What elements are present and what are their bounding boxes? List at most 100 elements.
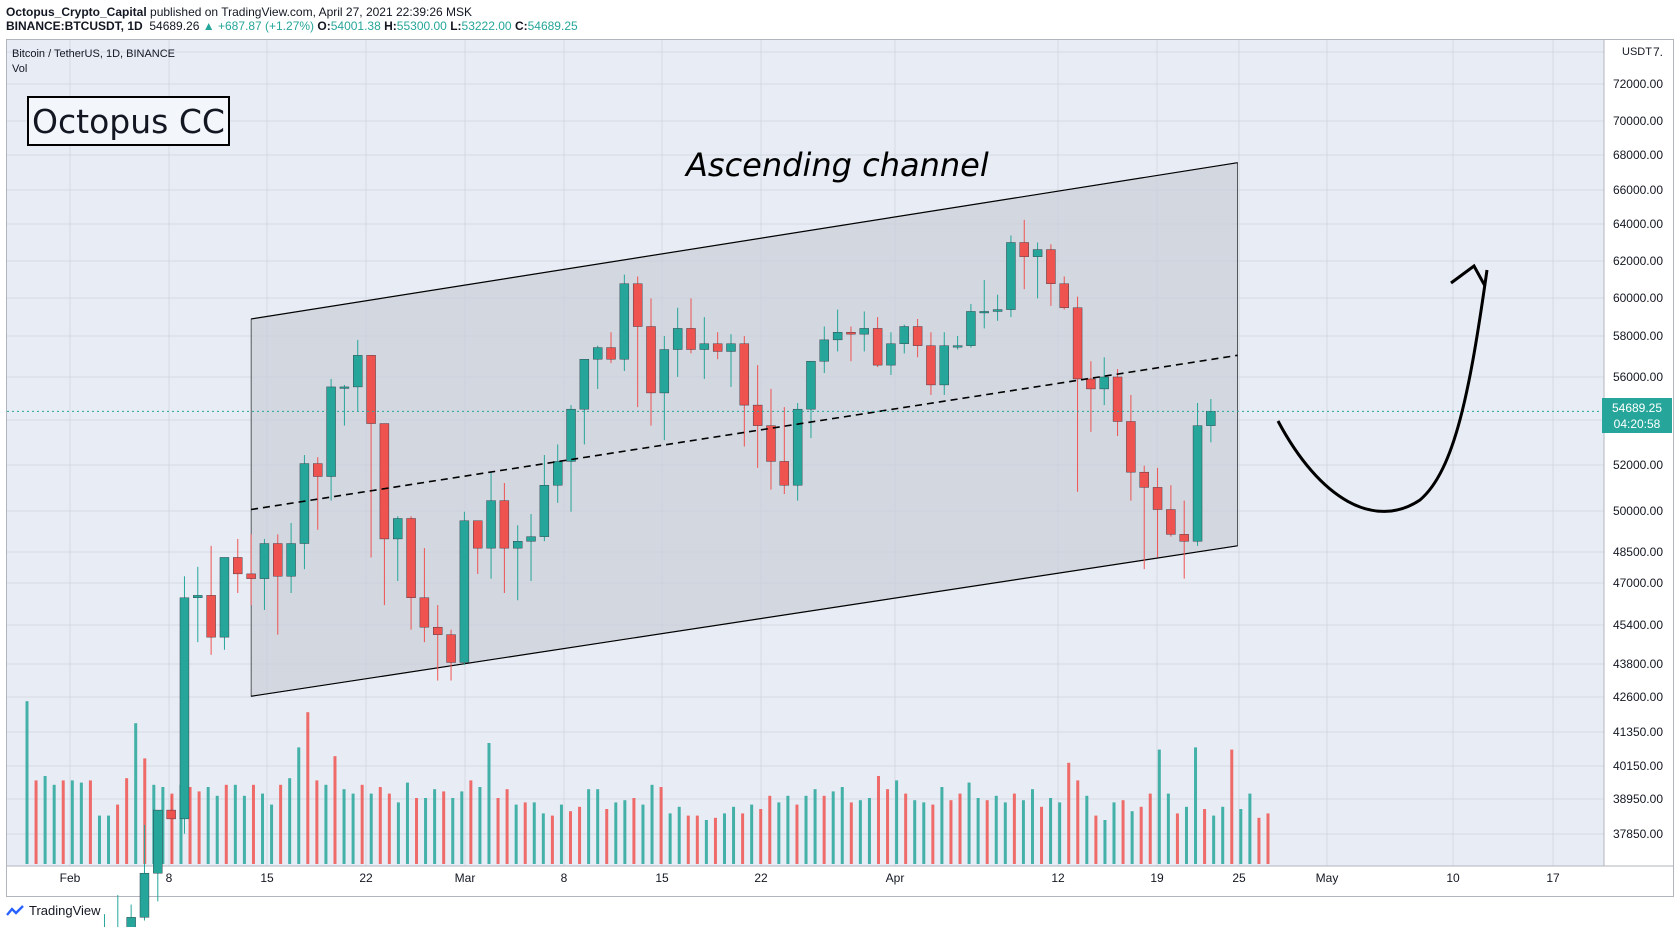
volume-bar xyxy=(578,806,582,864)
x-tick-label: Mar xyxy=(455,871,476,885)
x-tick-label: 15 xyxy=(260,871,274,885)
volume-bar xyxy=(713,817,717,864)
y-tick-label: 42600.00 xyxy=(1613,690,1663,704)
candle-body xyxy=(712,343,723,352)
volume-bar xyxy=(614,802,618,864)
volume-bar xyxy=(107,815,111,864)
candle-body xyxy=(1099,376,1109,390)
volume-bar xyxy=(904,793,908,864)
volume-bar xyxy=(514,804,518,864)
volume-bar xyxy=(88,780,92,864)
volume-bar xyxy=(1203,809,1207,864)
volume-bar xyxy=(732,806,736,864)
candle-body xyxy=(806,360,816,410)
candle-body xyxy=(433,626,443,635)
volume-bar xyxy=(387,793,391,864)
candle-body xyxy=(406,518,416,598)
volume-bar xyxy=(270,804,274,864)
volume-bar xyxy=(913,800,917,864)
candle-body xyxy=(766,425,776,462)
candle-body xyxy=(486,500,496,549)
x-tick-label: 19 xyxy=(1150,871,1164,885)
channel-lower-line xyxy=(251,545,1238,697)
candle-body xyxy=(1179,534,1189,542)
brand-box: Octopus CC xyxy=(27,96,230,146)
volume-bar xyxy=(650,784,654,864)
volume-bar xyxy=(405,782,409,864)
candle-body xyxy=(446,634,456,663)
volume-bar xyxy=(949,800,953,864)
volume-bar xyxy=(487,743,491,864)
candle-body xyxy=(899,326,909,344)
volume-bar xyxy=(415,798,419,864)
volume-bar xyxy=(1239,809,1243,864)
volume-bar xyxy=(596,789,600,864)
volume-bar xyxy=(886,789,890,864)
volume-bar xyxy=(686,815,690,864)
candle-body xyxy=(1192,425,1203,542)
tradingview-label: TradingView xyxy=(29,903,101,918)
y-tick-label: 47000.00 xyxy=(1613,576,1663,590)
volume-bar xyxy=(1194,747,1198,864)
volume-bar xyxy=(1166,793,1170,864)
volume-bar xyxy=(1094,815,1098,864)
candle-body xyxy=(1059,283,1069,308)
volume-bar xyxy=(97,815,101,864)
volume-bar xyxy=(451,798,455,864)
candle-body xyxy=(979,311,989,314)
x-tick-label: 22 xyxy=(359,871,373,885)
volume-bar xyxy=(641,804,645,864)
candle-body xyxy=(459,520,470,663)
volume-bar xyxy=(1049,798,1053,864)
y-tick-label: 41350.00 xyxy=(1613,725,1663,739)
volume-bar xyxy=(605,809,609,864)
volume-bar xyxy=(251,784,255,864)
candle-body xyxy=(379,423,390,540)
candle-body xyxy=(526,536,536,542)
volume-bar xyxy=(396,802,400,864)
candle-body xyxy=(886,343,896,366)
last-price-tag: 54689.25 04:20:58 xyxy=(1602,398,1672,433)
volume-bar xyxy=(1121,800,1125,864)
volume-bar xyxy=(233,784,237,864)
volume-bar xyxy=(79,782,83,864)
x-tick-label: 15 xyxy=(655,871,669,885)
tradingview-icon xyxy=(6,904,24,916)
y-tick-label: 50000.00 xyxy=(1613,504,1663,518)
volume-bar xyxy=(297,747,301,864)
volume-bar xyxy=(523,802,527,864)
candle-body xyxy=(672,328,683,350)
volume-bar xyxy=(541,813,545,864)
candle-body xyxy=(832,332,843,341)
candle-body xyxy=(353,355,363,388)
candle-body xyxy=(313,463,323,477)
x-tick-label: Feb xyxy=(60,871,81,885)
volume-bar xyxy=(849,802,853,864)
candle-body xyxy=(219,557,230,638)
volume-bar xyxy=(569,811,573,864)
volume-bar xyxy=(940,787,944,864)
volume-bar xyxy=(1040,806,1044,864)
legend-indicator: Vol xyxy=(12,63,28,75)
candle-body xyxy=(166,809,176,820)
volume-bar xyxy=(768,795,772,864)
volume-bar xyxy=(52,784,56,864)
volume-bar xyxy=(1103,820,1107,864)
volume-bar xyxy=(750,804,754,864)
x-tick-label: 8 xyxy=(561,871,568,885)
volume-bar xyxy=(1003,802,1007,864)
volume-bar xyxy=(1175,813,1179,864)
candle-body xyxy=(632,283,643,327)
candle-body xyxy=(1139,471,1149,488)
y-tick-label: 38950.00 xyxy=(1613,792,1663,806)
volume-bar xyxy=(179,784,183,864)
candle-body xyxy=(846,332,856,335)
volume-bar xyxy=(1212,815,1216,864)
candle-body xyxy=(686,328,696,350)
tradingview-logo[interactable]: TradingView xyxy=(6,903,101,918)
volume-bar xyxy=(659,787,663,864)
candle-body xyxy=(539,485,550,537)
volume-bar xyxy=(1058,802,1062,864)
channel-upper-line xyxy=(251,162,1238,320)
